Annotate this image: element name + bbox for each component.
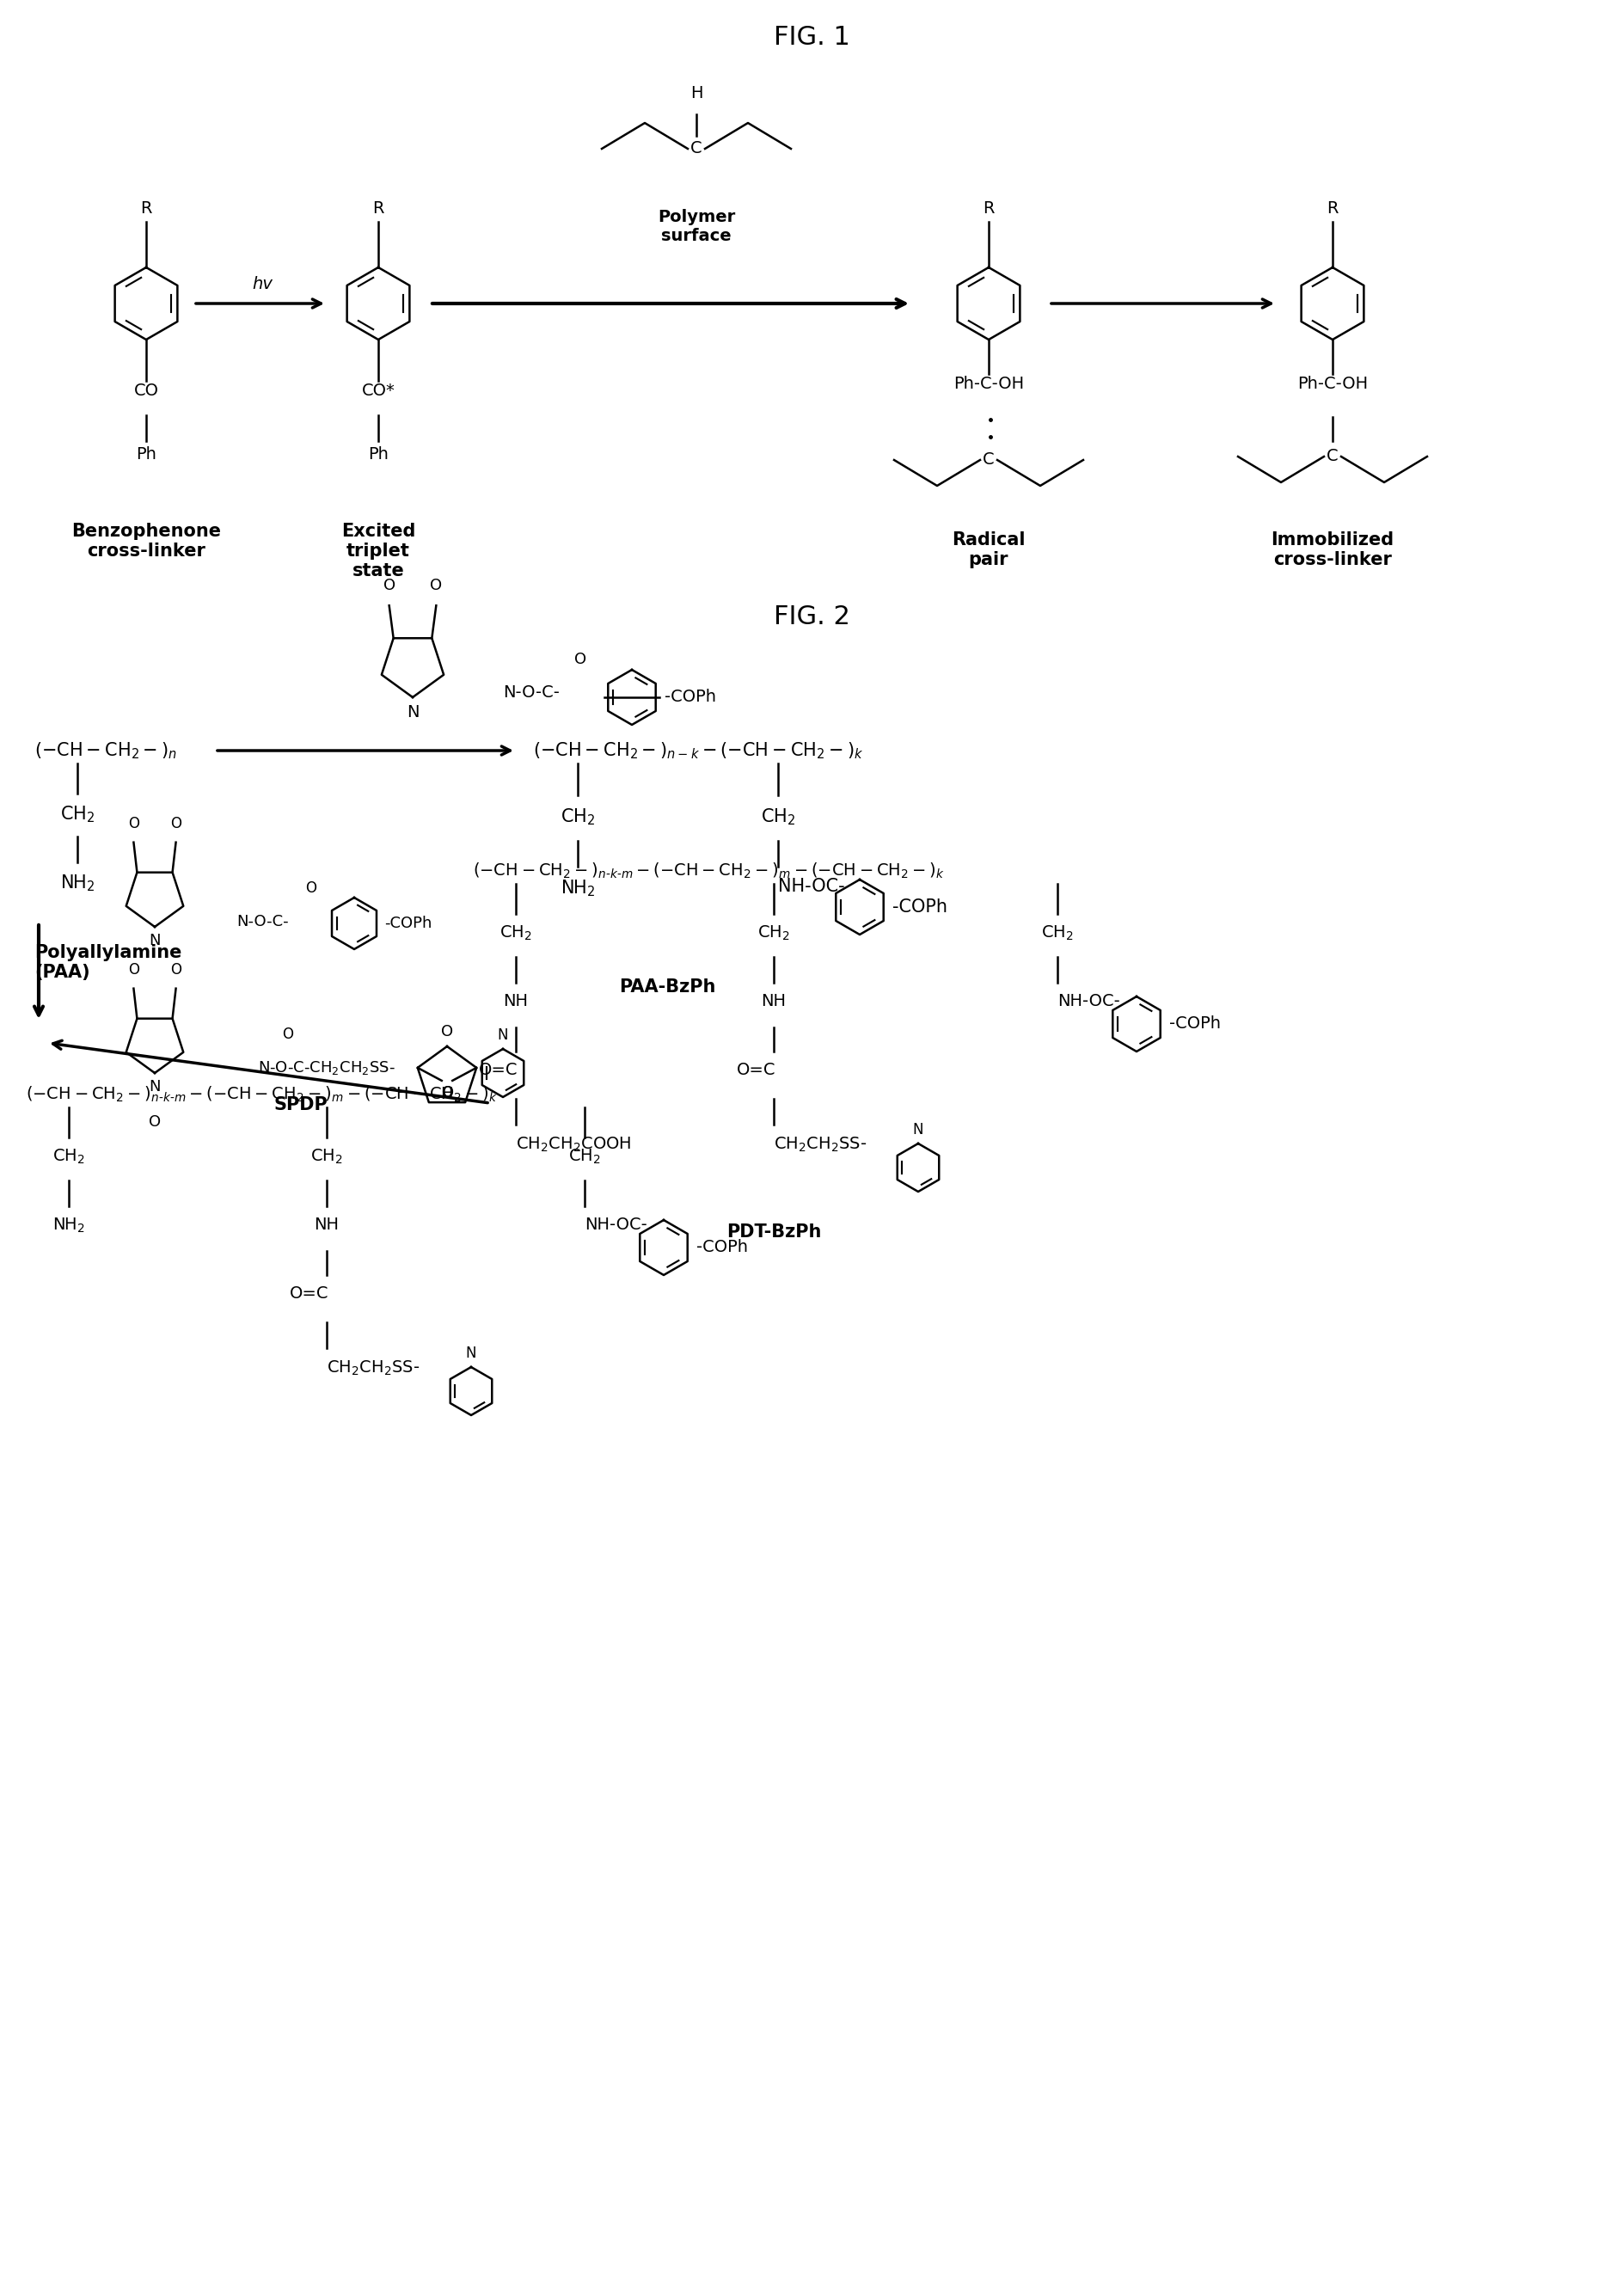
Text: O: O — [171, 963, 182, 976]
Text: O: O — [575, 652, 586, 666]
Text: H: H — [690, 84, 703, 100]
Text: NH$_2$: NH$_2$ — [560, 878, 596, 899]
Text: CH$_2$CH$_2$SS-: CH$_2$CH$_2$SS- — [773, 1136, 867, 1154]
Text: SPDP: SPDP — [274, 1097, 328, 1113]
Text: NH-OC-: NH-OC- — [585, 1216, 646, 1234]
Text: Radical
pair: Radical pair — [952, 531, 1025, 568]
Text: -COPh: -COPh — [385, 915, 432, 931]
Text: CH$_2$: CH$_2$ — [757, 924, 789, 942]
Text: C: C — [690, 141, 702, 157]
Text: O: O — [128, 963, 140, 976]
Text: N: N — [406, 705, 419, 721]
Text: N: N — [497, 1026, 508, 1042]
Text: O: O — [442, 1024, 453, 1040]
Text: NH$_2$: NH$_2$ — [52, 1216, 84, 1234]
Text: -COPh: -COPh — [1169, 1015, 1221, 1033]
Text: N: N — [149, 933, 161, 949]
Text: C: C — [983, 452, 994, 468]
Text: FIG. 2: FIG. 2 — [773, 604, 849, 630]
Text: CH$_2$CH$_2$COOH: CH$_2$CH$_2$COOH — [516, 1136, 632, 1154]
Text: CO*: CO* — [362, 383, 395, 399]
Text: R: R — [140, 201, 153, 217]
Text: O: O — [128, 817, 140, 830]
Text: Ph: Ph — [136, 445, 156, 463]
Text: N: N — [466, 1346, 476, 1362]
Text: CH$_2$CH$_2$SS-: CH$_2$CH$_2$SS- — [326, 1359, 419, 1378]
Text: Immobilized
cross-linker: Immobilized cross-linker — [1272, 531, 1393, 568]
Text: hv: hv — [252, 276, 273, 292]
Text: O: O — [430, 577, 442, 593]
Text: FIG. 1: FIG. 1 — [773, 25, 849, 50]
Text: -COPh: -COPh — [664, 689, 716, 705]
Text: C: C — [1327, 449, 1338, 465]
Text: O=C: O=C — [737, 1063, 776, 1079]
Text: -COPh: -COPh — [697, 1239, 749, 1257]
Text: O: O — [149, 1115, 161, 1129]
Text: NH-OC-: NH-OC- — [1057, 992, 1121, 1010]
Text: Ph-C-OH: Ph-C-OH — [1298, 376, 1367, 392]
Text: CH$_2$: CH$_2$ — [310, 1147, 343, 1166]
Text: CH$_2$: CH$_2$ — [568, 1147, 601, 1166]
Text: CH$_2$: CH$_2$ — [500, 924, 533, 942]
Text: PDT-BzPh: PDT-BzPh — [726, 1223, 822, 1241]
Text: CH$_2$: CH$_2$ — [52, 1147, 84, 1166]
Text: O: O — [305, 880, 317, 896]
Text: NH: NH — [762, 992, 786, 1010]
Text: Ph: Ph — [369, 445, 388, 463]
Text: O: O — [283, 1026, 294, 1042]
Text: $(-\mathrm{CH}-\mathrm{CH}_2-)_{n\text{-}k\text{-}m}-(-\mathrm{CH}-\mathrm{CH}_2: $(-\mathrm{CH}-\mathrm{CH}_2-)_{n\text{-… — [26, 1086, 499, 1104]
Text: R: R — [1327, 201, 1338, 217]
Text: Benzophenone
cross-linker: Benzophenone cross-linker — [71, 522, 221, 559]
Text: O=C: O=C — [479, 1063, 518, 1079]
Text: Ph-C-OH: Ph-C-OH — [953, 376, 1025, 392]
Text: NH: NH — [503, 992, 528, 1010]
Text: CH$_2$: CH$_2$ — [560, 807, 594, 826]
Text: -COPh: -COPh — [892, 899, 947, 915]
Text: Polymer
surface: Polymer surface — [658, 210, 736, 244]
Text: NH-OC-: NH-OC- — [778, 878, 844, 894]
Text: O: O — [171, 817, 182, 830]
Text: $(-\mathrm{CH}-\mathrm{CH}_2-)_{n\text{-}k\text{-}m}-(-\mathrm{CH}-\mathrm{CH}_2: $(-\mathrm{CH}-\mathrm{CH}_2-)_{n\text{-… — [473, 862, 945, 880]
Text: NH$_2$: NH$_2$ — [60, 874, 94, 892]
Text: $(-\mathrm{CH}-\mathrm{CH}_2-)_{n-k}-(-\mathrm{CH}-\mathrm{CH}_2-)_k$: $(-\mathrm{CH}-\mathrm{CH}_2-)_{n-k}-(-\… — [533, 741, 864, 762]
Text: $(-\mathrm{CH}-\mathrm{CH}_2-)_n$: $(-\mathrm{CH}-\mathrm{CH}_2-)_n$ — [34, 741, 177, 762]
Text: CH$_2$: CH$_2$ — [60, 803, 94, 823]
Text: CH$_2$: CH$_2$ — [760, 807, 796, 826]
Text: NH: NH — [313, 1216, 339, 1234]
Text: Polyallylamine
(PAA): Polyallylamine (PAA) — [34, 944, 182, 981]
Text: N-O-C-CH$_2$CH$_2$SS-: N-O-C-CH$_2$CH$_2$SS- — [258, 1058, 395, 1077]
Text: N: N — [149, 1079, 161, 1095]
Text: N: N — [913, 1122, 924, 1138]
Text: R: R — [983, 201, 994, 217]
Text: N-O-C-: N-O-C- — [237, 915, 289, 928]
Text: O: O — [440, 1086, 451, 1099]
Text: O: O — [442, 1086, 453, 1099]
Text: N-O-C-: N-O-C- — [503, 684, 560, 700]
Text: CO: CO — [133, 383, 159, 399]
Text: CH$_2$: CH$_2$ — [1041, 924, 1073, 942]
Text: Excited
triplet
state: Excited triplet state — [341, 522, 416, 579]
Text: R: R — [372, 201, 385, 217]
Text: O: O — [383, 577, 395, 593]
Text: PAA-BzPh: PAA-BzPh — [619, 979, 716, 995]
Text: O=C: O=C — [291, 1286, 330, 1302]
